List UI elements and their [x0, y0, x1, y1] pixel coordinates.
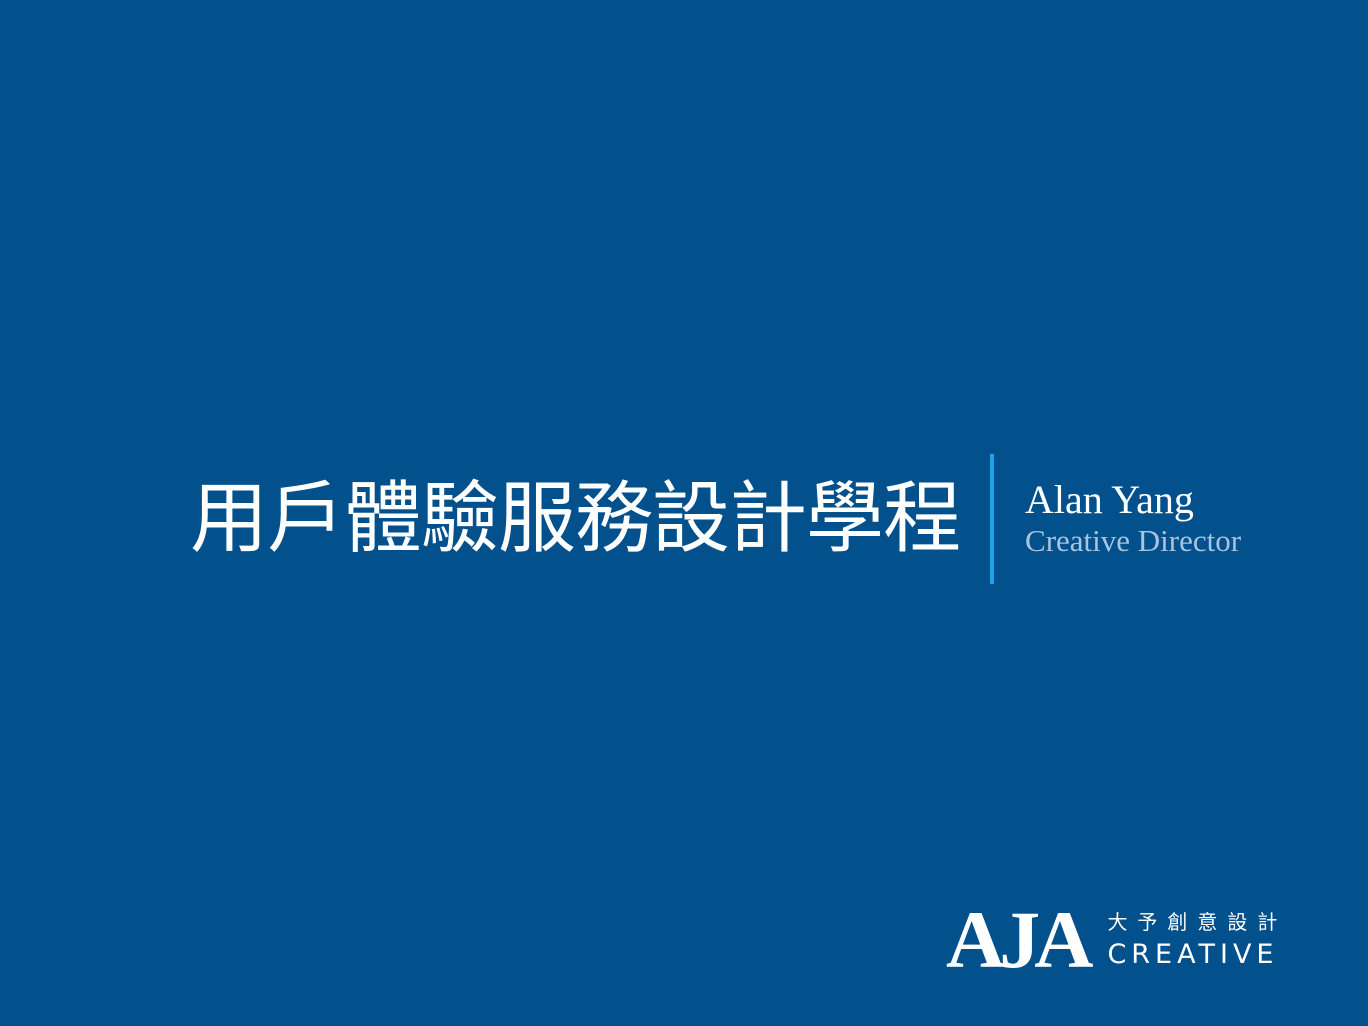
logo-mark: AJA	[946, 894, 1093, 985]
logo-chinese-name: 大予創意設計	[1107, 910, 1288, 934]
presenter-role: Creative Director	[1025, 523, 1242, 558]
title-group: 用戶體驗服務設計學程 Alan Yang Creative Director	[190, 454, 1241, 584]
presenter-block: Alan Yang Creative Director	[1025, 478, 1241, 560]
slide-title: 用戶體驗服務設計學程	[190, 474, 961, 564]
title-divider	[990, 454, 995, 584]
logo-english-name: CREATIVE	[1107, 939, 1279, 970]
logo-text: 大予創意設計 CREATIVE	[1107, 910, 1287, 970]
company-logo: AJA 大予創意設計 CREATIVE	[946, 894, 1287, 985]
presenter-name: Alan Yang	[1025, 477, 1194, 522]
